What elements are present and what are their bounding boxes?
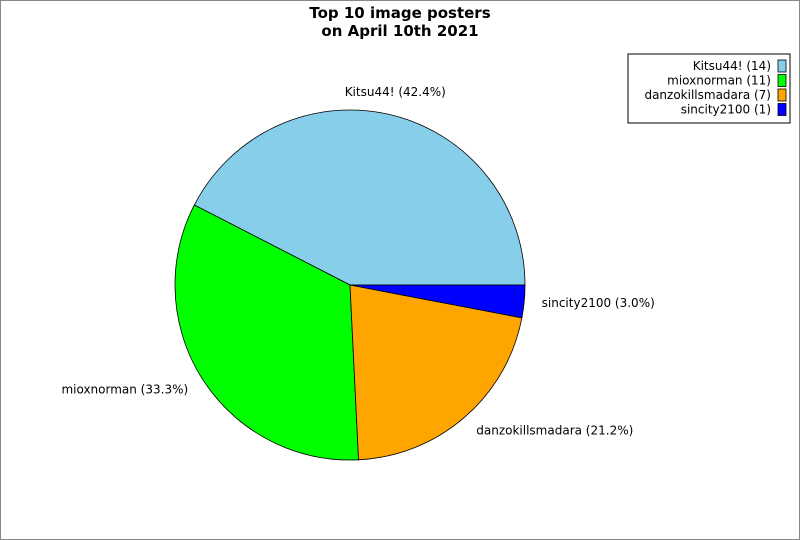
legend-label: Kitsu44! (14) (693, 59, 771, 73)
legend-swatch (777, 88, 787, 102)
chart-title: on April 10th 2021 (321, 22, 478, 40)
legend-label: danzokillsmadara (7) (644, 88, 771, 102)
slice-label: sincity2100 (3.0%) (542, 296, 655, 310)
chart-title: Top 10 image posters (309, 4, 490, 22)
legend-swatch (777, 74, 787, 87)
slice-label: Kitsu44! (42.4%) (345, 85, 446, 99)
pie-slice (349, 284, 523, 461)
legend-label: mioxnorman (11) (667, 74, 771, 88)
legend-swatch (777, 103, 787, 116)
pie-slice (193, 109, 526, 286)
pie-slice (349, 284, 526, 319)
slice-label: danzokillsmadara (21.2%) (476, 423, 633, 437)
slice-label: mioxnorman (33.3%) (61, 382, 188, 396)
legend-box (627, 53, 791, 124)
pie-slice (174, 204, 359, 461)
legend-label: sincity2100 (1) (681, 103, 771, 117)
legend-swatch (777, 59, 787, 73)
